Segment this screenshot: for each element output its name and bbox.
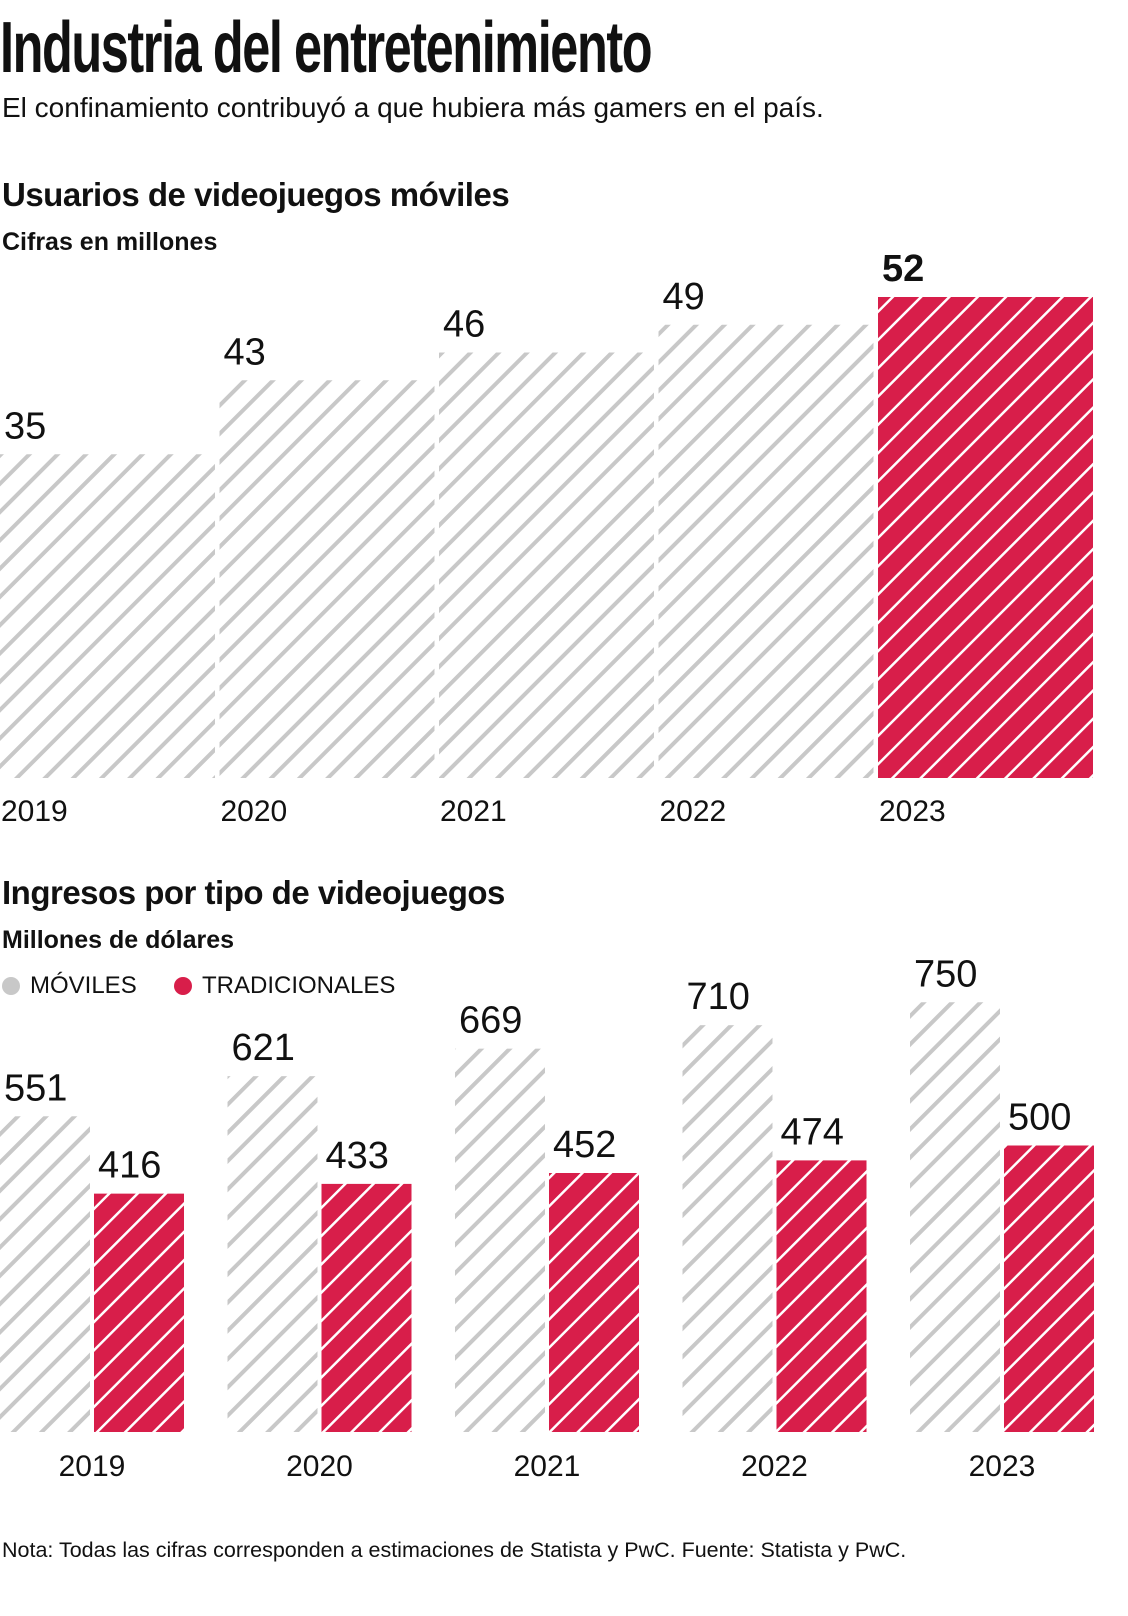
bar-2020-tradicionales xyxy=(321,1183,412,1432)
year-label-2021: 2021 xyxy=(440,795,507,828)
value-label-2021: 46 xyxy=(443,304,485,346)
value-label-2020-moviles: 621 xyxy=(232,1027,295,1069)
value-label-2023-tradicionales: 500 xyxy=(1008,1097,1071,1139)
value-label-2020: 43 xyxy=(224,331,266,373)
year-label-2019: 2019 xyxy=(1,795,68,828)
value-label-2021-tradicionales: 452 xyxy=(553,1124,616,1166)
bar-2019 xyxy=(0,454,215,778)
bar-2023-moviles xyxy=(910,1002,1000,1432)
value-label-2023-moviles: 750 xyxy=(914,953,977,995)
bar-2019-moviles xyxy=(0,1116,90,1432)
chart1-unit: Cifras en millones xyxy=(2,228,218,256)
legend-item-tradicionales: TRADICIONALES xyxy=(174,972,395,1000)
value-label-2022-moviles: 710 xyxy=(687,976,750,1018)
year-label-2020: 2020 xyxy=(221,795,288,828)
value-label-2022-tradicionales: 474 xyxy=(781,1111,844,1153)
bar-2021 xyxy=(439,352,654,778)
year-label-2020: 2020 xyxy=(286,1450,353,1483)
value-label-2023: 52 xyxy=(882,248,924,290)
legend-label: TRADICIONALES xyxy=(202,972,396,999)
legend-label: MÓVILES xyxy=(30,972,137,999)
bar-2022-tradicionales xyxy=(776,1160,867,1432)
year-label-2023: 2023 xyxy=(879,795,946,828)
bar-2020 xyxy=(219,380,435,778)
value-label-2022: 49 xyxy=(663,276,705,318)
legend-dot-red xyxy=(174,977,192,995)
year-label-2021: 2021 xyxy=(514,1450,581,1483)
value-label-2019: 35 xyxy=(4,405,46,447)
year-label-2022: 2022 xyxy=(660,795,727,828)
year-label-2019: 2019 xyxy=(59,1450,126,1483)
year-label-2022: 2022 xyxy=(741,1450,808,1483)
bar-2020-moviles xyxy=(227,1076,318,1432)
bar-2021-moviles xyxy=(455,1048,545,1432)
value-label-2019-moviles: 551 xyxy=(4,1067,67,1109)
bar-2022 xyxy=(658,324,874,778)
bar-2021-tradicionales xyxy=(549,1173,639,1432)
value-label-2021-moviles: 669 xyxy=(459,1000,522,1042)
chart2-unit: Millones de dólares xyxy=(2,926,235,954)
value-label-2020-tradicionales: 433 xyxy=(326,1135,389,1177)
year-label-2023: 2023 xyxy=(969,1450,1036,1483)
bar-2023 xyxy=(878,297,1093,778)
chart2-title: Ingresos por tipo de videojuegos xyxy=(2,874,505,911)
page-subtitle: El confinamiento contribuyó a que hubier… xyxy=(2,92,824,123)
bar-2022-moviles xyxy=(682,1025,773,1432)
legend-dot-gray xyxy=(2,977,20,995)
bar-2023-tradicionales xyxy=(1004,1145,1094,1432)
value-label-2019-tradicionales: 416 xyxy=(98,1145,161,1187)
bar-2019-tradicionales xyxy=(94,1193,184,1432)
legend-item-moviles: MÓVILES xyxy=(2,972,137,1000)
chart1-title: Usuarios de videojuegos móviles xyxy=(2,176,510,213)
source-note: Nota: Todas las cifras corresponden a es… xyxy=(2,1538,907,1562)
page-title: Industria del entretenimiento xyxy=(0,8,652,88)
